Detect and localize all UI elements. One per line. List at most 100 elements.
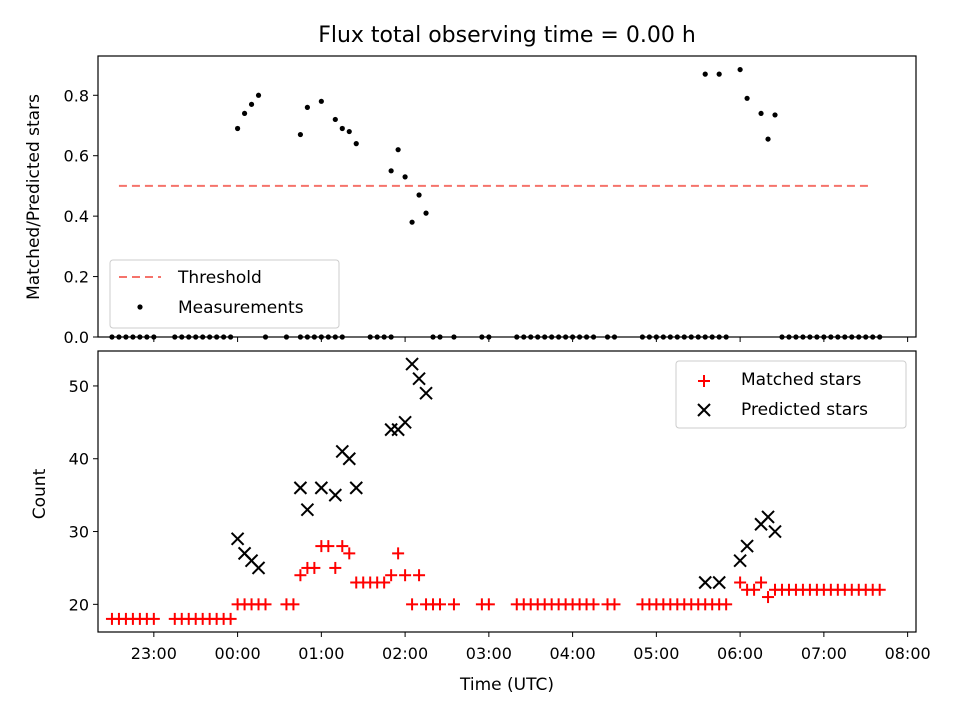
x-tick-label: 01:00	[298, 644, 344, 663]
matched-stars-point	[482, 598, 495, 611]
matched-legend-swatch	[698, 375, 710, 387]
bottom-y-axis-label: Count	[30, 468, 50, 519]
measurement-point	[409, 219, 415, 225]
y-tick-label: 0.4	[64, 207, 89, 226]
matched-stars-point	[385, 569, 398, 582]
predicted-stars-point	[698, 575, 712, 590]
bottom-plot-marks	[105, 357, 886, 625]
x-axis-label: Time (UTC)	[459, 675, 554, 695]
measurements-legend-swatch	[137, 304, 143, 310]
threshold-legend-label: Threshold	[177, 268, 262, 288]
measurement-point	[339, 125, 345, 132]
y-tick-label: 0.0	[64, 328, 89, 347]
measurement-point	[297, 131, 304, 138]
predicted-stars-point	[293, 481, 308, 495]
x-tick-label: 02:00	[382, 644, 428, 663]
predicted-stars-point	[405, 357, 419, 371]
predicted-stars-point	[733, 553, 747, 568]
predicted-stars-point	[314, 481, 329, 495]
x-tick-label: 05:00	[633, 644, 679, 663]
measurement-point	[423, 210, 429, 216]
bottom-legend-box	[675, 360, 907, 429]
predicted-stars-point	[740, 539, 754, 553]
y-tick-label: 50	[69, 377, 89, 396]
measurement-point	[388, 168, 394, 174]
predicted-stars-point	[230, 532, 245, 546]
predicted-legend-swatch	[697, 403, 711, 417]
measurement-point	[737, 66, 743, 73]
x-tick-label: 23:00	[131, 644, 177, 663]
measurement-point	[353, 141, 359, 147]
y-tick-label: 20	[69, 595, 89, 614]
matched-stars-point	[873, 583, 886, 596]
x-tick-label: 07:00	[801, 644, 847, 663]
predicted-stars-point	[300, 502, 315, 517]
matched-stars-point	[392, 547, 405, 560]
matched-stars-point	[294, 569, 307, 582]
measurement-point	[332, 116, 338, 123]
predicted-stars-point	[342, 452, 356, 466]
predicted-stars-point	[251, 561, 266, 575]
measurement-point	[765, 136, 771, 142]
matched-legend-label: Matched stars	[741, 370, 861, 390]
predicted-stars-point	[398, 415, 412, 430]
matched-stars-point	[147, 612, 160, 625]
matched-stars-point	[587, 598, 600, 611]
matched-stars-point	[406, 598, 419, 611]
measurement-point	[255, 92, 262, 98]
x-tick-label: 04:00	[550, 644, 596, 663]
measurement-point	[395, 147, 401, 153]
top-plot-frame	[97, 55, 917, 338]
matched-stars-point	[748, 583, 761, 596]
top-plot-marks	[109, 66, 883, 340]
measurement-point	[702, 71, 708, 77]
matched-stars-point	[259, 598, 272, 611]
measurement-point	[248, 101, 255, 107]
measurements-legend-label: Measurements	[178, 298, 304, 318]
measurement-point	[234, 125, 241, 132]
measurement-point	[758, 110, 764, 117]
matched-stars-point	[308, 561, 321, 574]
y-tick-label: 30	[69, 523, 89, 542]
predicted-stars-point	[712, 575, 726, 590]
measurement-point	[318, 98, 324, 104]
top-legend: Threshold Measurements	[109, 259, 340, 329]
x-tick-label: 03:00	[466, 644, 512, 663]
predicted-stars-point	[419, 386, 433, 400]
matched-stars-point	[287, 598, 300, 611]
matched-stars-point	[762, 591, 775, 604]
matched-stars-point	[413, 569, 426, 582]
measurement-point	[402, 174, 408, 180]
matched-stars-point	[755, 576, 768, 589]
measurement-point	[346, 128, 352, 135]
matched-stars-point	[433, 598, 446, 611]
predicted-stars-point	[412, 371, 426, 386]
measurement-point	[744, 95, 750, 101]
bottom-plot-ticks: 23:00 00:00 01:00 02:00 03:00 04:00 05:00 06:00…	[69, 377, 931, 663]
measurement-point	[416, 192, 422, 198]
predicted-stars-point	[328, 488, 343, 502]
x-tick-label: 08:00	[885, 644, 931, 663]
y-tick-label: 0.6	[64, 147, 89, 166]
top-y-axis-label: Matched/Predicted stars	[24, 94, 44, 300]
matched-stars-point	[343, 547, 356, 560]
measurement-point	[772, 112, 778, 118]
measurement-point	[716, 71, 722, 77]
matched-stars-point	[734, 576, 747, 589]
y-tick-label: 0.8	[64, 86, 89, 105]
bottom-legend: Matched stars Predicted stars	[675, 360, 907, 429]
matched-stars-point	[399, 569, 412, 582]
matched-stars-point	[447, 598, 460, 611]
measurement-point	[241, 110, 248, 117]
matched-stars-point	[378, 576, 391, 589]
top-plot-ticks: 0.0 0.2 0.4 0.6 0.8	[64, 86, 909, 347]
top-plot: 0.00.20.40.60.8 Matched/Predicted stars …	[24, 55, 917, 347]
y-tick-label: 40	[69, 450, 89, 469]
bottom-plot-frame	[97, 350, 917, 633]
measurement-point	[304, 104, 310, 110]
bottom-plot: 23:00 00:00 01:00 02:00 03:00 04:00 05:00 06:00…	[30, 350, 931, 695]
matched-stars-point	[720, 598, 733, 611]
predicted-stars-point	[768, 524, 782, 539]
